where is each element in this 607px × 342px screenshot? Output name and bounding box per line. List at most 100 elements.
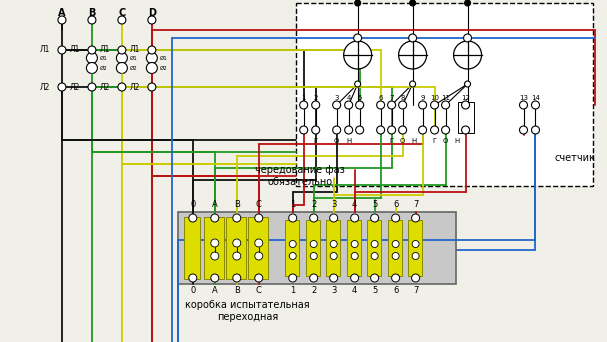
Bar bbox=[184, 217, 200, 279]
Text: 12: 12 bbox=[461, 95, 470, 101]
Text: 9: 9 bbox=[421, 95, 425, 101]
Text: 3: 3 bbox=[331, 200, 336, 209]
Circle shape bbox=[441, 126, 450, 134]
Text: 2: 2 bbox=[311, 200, 316, 209]
Circle shape bbox=[146, 63, 157, 74]
Text: Л2: Л2 bbox=[39, 82, 50, 92]
Text: A: A bbox=[212, 286, 218, 295]
Circle shape bbox=[461, 101, 470, 109]
Circle shape bbox=[330, 214, 337, 222]
Circle shape bbox=[289, 240, 296, 248]
Bar bbox=[306, 220, 320, 276]
Circle shape bbox=[312, 126, 320, 134]
Circle shape bbox=[189, 274, 197, 282]
Circle shape bbox=[330, 240, 337, 248]
Text: 4: 4 bbox=[352, 200, 358, 209]
Circle shape bbox=[351, 274, 359, 282]
Text: 8: 8 bbox=[401, 95, 405, 101]
Circle shape bbox=[356, 101, 364, 109]
Text: 1: 1 bbox=[290, 200, 296, 209]
Circle shape bbox=[58, 46, 66, 54]
Circle shape bbox=[88, 83, 96, 91]
Bar bbox=[458, 102, 473, 133]
Text: Г: Г bbox=[314, 138, 317, 144]
Text: чередование фаз: чередование фаз bbox=[255, 165, 345, 175]
Text: 2: 2 bbox=[311, 286, 316, 295]
Circle shape bbox=[464, 0, 470, 6]
Text: 0: 0 bbox=[190, 286, 195, 295]
Text: 14: 14 bbox=[531, 95, 540, 101]
Circle shape bbox=[211, 274, 219, 282]
Circle shape bbox=[419, 101, 427, 109]
Circle shape bbox=[117, 53, 127, 64]
Circle shape bbox=[412, 214, 419, 222]
Circle shape bbox=[255, 252, 263, 260]
Circle shape bbox=[532, 126, 540, 134]
Bar bbox=[178, 212, 456, 284]
Circle shape bbox=[388, 101, 396, 109]
Circle shape bbox=[412, 252, 419, 260]
Text: 3: 3 bbox=[334, 95, 339, 101]
Circle shape bbox=[330, 252, 337, 260]
Text: 3: 3 bbox=[331, 286, 336, 295]
Text: 5: 5 bbox=[358, 95, 362, 101]
Text: 2: 2 bbox=[313, 95, 318, 101]
Circle shape bbox=[255, 214, 263, 222]
Circle shape bbox=[344, 41, 371, 69]
Circle shape bbox=[312, 101, 320, 109]
Text: переходная: переходная bbox=[217, 312, 279, 322]
Text: 7: 7 bbox=[413, 200, 418, 209]
Circle shape bbox=[189, 214, 197, 222]
Circle shape bbox=[345, 101, 353, 109]
Circle shape bbox=[392, 252, 399, 260]
Circle shape bbox=[464, 81, 470, 87]
Circle shape bbox=[333, 126, 341, 134]
Bar bbox=[347, 220, 361, 276]
Circle shape bbox=[412, 274, 419, 282]
Bar bbox=[248, 217, 268, 279]
Circle shape bbox=[88, 16, 96, 24]
Circle shape bbox=[532, 101, 540, 109]
Circle shape bbox=[388, 126, 396, 134]
Text: 13: 13 bbox=[519, 95, 528, 101]
Circle shape bbox=[399, 126, 407, 134]
Circle shape bbox=[430, 101, 439, 109]
Circle shape bbox=[232, 274, 241, 282]
Text: C: C bbox=[118, 8, 126, 18]
Circle shape bbox=[211, 252, 219, 260]
Circle shape bbox=[310, 274, 317, 282]
Circle shape bbox=[255, 239, 263, 247]
Circle shape bbox=[211, 214, 219, 222]
Text: B: B bbox=[88, 8, 95, 18]
Text: C: C bbox=[256, 200, 262, 209]
Circle shape bbox=[310, 252, 317, 260]
Circle shape bbox=[351, 252, 358, 260]
Circle shape bbox=[392, 274, 399, 282]
Bar bbox=[296, 3, 594, 186]
Circle shape bbox=[118, 16, 126, 24]
Circle shape bbox=[310, 214, 317, 222]
Text: A: A bbox=[58, 8, 66, 18]
Circle shape bbox=[412, 240, 419, 248]
Text: Л1: Л1 bbox=[100, 45, 110, 54]
Text: A: A bbox=[212, 200, 218, 209]
Text: О: О bbox=[334, 138, 339, 144]
Circle shape bbox=[392, 240, 399, 248]
Text: Ø1: Ø1 bbox=[100, 55, 107, 61]
Text: Ø1: Ø1 bbox=[130, 55, 138, 61]
Text: 4: 4 bbox=[352, 286, 358, 295]
Circle shape bbox=[300, 101, 308, 109]
Circle shape bbox=[453, 41, 481, 69]
Text: счетчик: счетчик bbox=[554, 153, 595, 163]
Circle shape bbox=[461, 126, 470, 134]
Circle shape bbox=[289, 252, 296, 260]
Circle shape bbox=[333, 101, 341, 109]
Text: О: О bbox=[443, 138, 448, 144]
Text: Л1: Л1 bbox=[39, 45, 50, 54]
Text: коробка испытательная: коробка испытательная bbox=[186, 300, 310, 310]
Circle shape bbox=[419, 126, 427, 134]
Circle shape bbox=[409, 34, 416, 42]
Circle shape bbox=[351, 214, 359, 222]
Text: Ø1: Ø1 bbox=[160, 55, 168, 61]
Circle shape bbox=[351, 240, 358, 248]
